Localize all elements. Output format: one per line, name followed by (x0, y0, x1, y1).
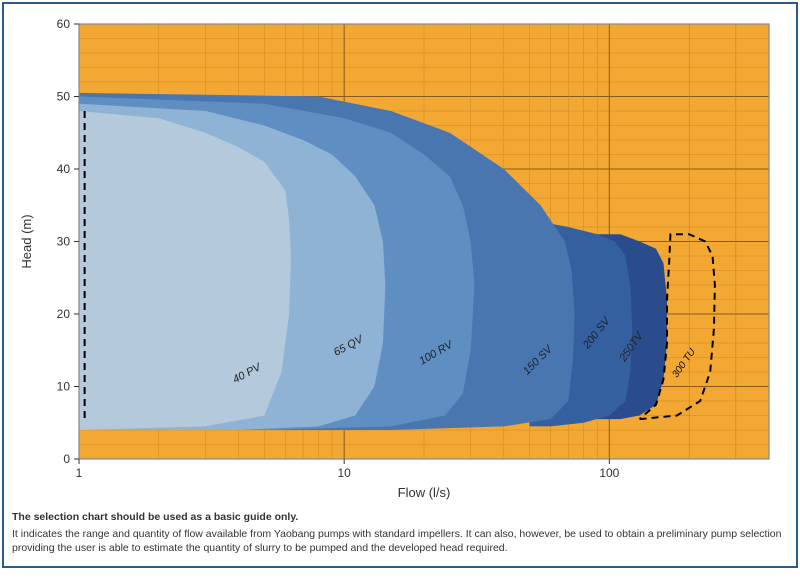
caption-bold: The selection chart should be used as a … (12, 510, 788, 524)
svg-text:30: 30 (57, 235, 71, 249)
caption-block: The selection chart should be used as a … (4, 504, 796, 566)
svg-text:20: 20 (57, 307, 71, 321)
svg-text:10: 10 (337, 466, 351, 480)
svg-text:40: 40 (57, 162, 71, 176)
pump-selection-chart: 40 PV65 QV100 RV150 SV200 SV250TV300 TU0… (4, 4, 796, 504)
svg-text:10: 10 (57, 380, 71, 394)
caption-body: It indicates the range and quantity of f… (12, 527, 788, 555)
svg-text:0: 0 (63, 452, 70, 466)
svg-text:Head (m): Head (m) (19, 214, 34, 268)
svg-text:50: 50 (57, 90, 71, 104)
svg-text:1: 1 (76, 466, 83, 480)
svg-text:Flow (l/s): Flow (l/s) (398, 485, 451, 500)
svg-text:100: 100 (599, 466, 619, 480)
svg-text:60: 60 (57, 17, 71, 31)
